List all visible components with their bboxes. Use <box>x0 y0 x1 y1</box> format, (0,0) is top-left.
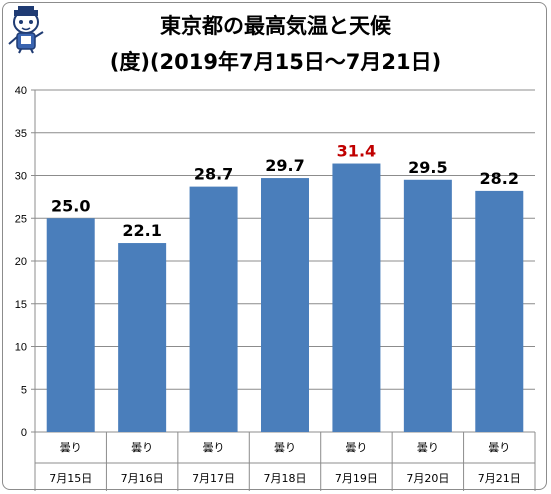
data-label: 22.1 <box>122 221 161 240</box>
bar <box>46 218 95 432</box>
weather-label: 曇り <box>60 441 82 454</box>
y-tick-label: 10 <box>15 342 27 354</box>
data-label: 29.5 <box>408 158 447 177</box>
x-tick-label: 7月17日 <box>192 472 235 485</box>
x-tick-label: 7月21日 <box>478 472 521 485</box>
y-tick-label: 15 <box>15 299 27 311</box>
weather-label: 曇り <box>345 441 367 454</box>
bar <box>403 179 452 432</box>
y-tick-label: 35 <box>15 128 27 140</box>
y-tick-label: 0 <box>21 427 27 439</box>
bar <box>189 186 238 432</box>
y-tick-label: 40 <box>15 85 27 97</box>
data-label: 25.0 <box>51 196 90 215</box>
bar <box>261 178 309 432</box>
y-tick-label: 20 <box>15 256 27 268</box>
weather-label: 曇り <box>203 441 225 454</box>
x-tick-label: 7月19日 <box>335 472 378 485</box>
bar <box>332 163 381 432</box>
chart-subtitle: (度)(2019年7月15日～7月21日) <box>109 50 442 74</box>
x-tick-label: 7月16日 <box>121 472 164 485</box>
bar <box>118 243 167 432</box>
chart-title: 東京都の最高気温と天候 <box>160 14 391 38</box>
x-tick-label: 7月20日 <box>406 472 449 485</box>
weather-label: 曇り <box>417 441 439 454</box>
y-tick-label: 5 <box>21 384 27 396</box>
x-tick-label: 7月15日 <box>49 472 92 485</box>
data-label: 28.2 <box>480 169 519 188</box>
y-tick-label: 30 <box>15 171 27 183</box>
weather-label: 曇り <box>488 441 510 454</box>
data-label: 31.4 <box>337 142 376 161</box>
mascot-icon <box>8 6 44 54</box>
y-tick-label: 25 <box>15 213 27 225</box>
data-label: 29.7 <box>265 156 304 175</box>
x-tick-label: 7月18日 <box>264 472 307 485</box>
weather-label: 曇り <box>131 441 153 454</box>
data-label: 28.7 <box>194 165 233 184</box>
weather-label: 曇り <box>274 441 296 454</box>
bar <box>475 190 524 432</box>
